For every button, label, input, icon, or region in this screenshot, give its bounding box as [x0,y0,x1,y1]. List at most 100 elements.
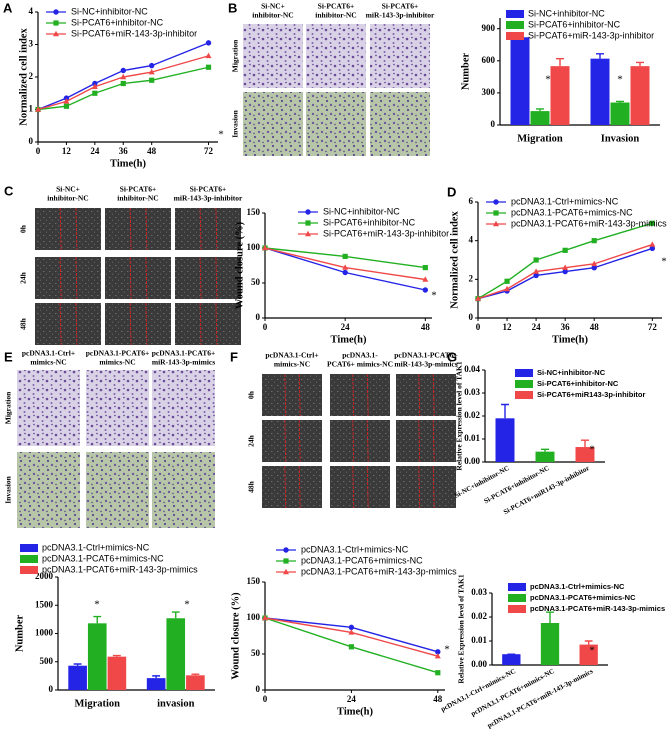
legend-label: pcDNA3.1-Ctrl+mimics-NC [530,582,625,591]
wound-edge [418,373,421,417]
micrograph [35,303,101,345]
row-label: 48h [19,317,28,330]
bar [186,675,205,690]
marker [435,649,441,655]
column-label: mimics-NC [274,360,310,369]
error-bar [636,61,644,67]
micrograph [86,452,149,528]
micrograph [370,24,430,88]
wound-edge [298,465,301,509]
bar [535,451,555,462]
bar [502,654,521,665]
column-label: miR-143-3p-mimics [152,358,215,367]
column-label: miR-143-3p-mimics [394,360,457,369]
legend-swatch [508,594,526,602]
y-tick-label: 150 [247,576,261,586]
marker [120,67,126,74]
micrograph [330,466,390,508]
column-label: pcDNA3.1-PCAT6+ [86,349,150,358]
y-tick-label: 6 [469,196,474,206]
wound-edge [75,302,78,346]
legend-label: Si-PCAT6+inhibitor-NC [323,217,416,227]
marker [120,73,127,80]
error-bar [112,654,121,657]
micrograph [396,374,456,416]
column-label: miR-143-3p-inhibitor [366,11,435,20]
bar [166,618,186,690]
x-tick-label: 0 [476,322,481,332]
row-label: 24h [247,434,256,447]
micrograph [396,420,456,462]
column-label: inhibitor-NC [117,194,158,203]
marker [342,264,349,270]
x-tick-label: 72 [648,322,658,332]
wound-edge [215,302,218,346]
legend-label: pcDNA3.1-PCAT6+mimics-NC [42,553,164,563]
marker [262,244,268,251]
wound-edge [129,302,132,346]
marker [533,268,540,274]
marker [435,670,441,676]
x-axis-title: Time(h) [552,334,588,345]
y-tick-label: 0 [256,312,261,322]
row-label: Migration [4,391,13,424]
micrograph [17,370,80,446]
row-label: Invasion [4,475,13,503]
y-tick-label: 0 [29,136,34,146]
error-bar [596,53,604,59]
marker [504,285,511,292]
series-line [477,222,653,300]
wound-edge [432,465,435,509]
significance: * [617,74,623,86]
marker [149,77,155,83]
legend-label: Si-PCAT6+miR-143-3p-inhibitor [528,30,654,40]
legend-label: Si-PCAT6+inhibitor-NC [537,379,619,388]
x-tick-label: 0 [36,146,41,156]
series-line [477,243,653,300]
error-bar [171,611,180,619]
x-tick-label: 0 [263,322,268,332]
error-bar [581,439,589,448]
marker [35,106,41,112]
column-label: miR-143-3p-inhibitor [174,194,243,203]
column-label: Si-NC+ [56,185,80,194]
error-bar [501,403,509,419]
micrograph [175,257,241,299]
x-tick-label: 48 [590,322,600,332]
column-label: mimics-NC [99,358,135,367]
column-label: pcDNA3.1-Ctrl+ [22,349,75,358]
x-tick-label: Migration [517,133,563,144]
marker [342,269,348,276]
micrograph [306,92,366,156]
y-tick-label: 0.00 [471,659,487,669]
y-tick-label: 0.02 [471,611,487,621]
legend-label: pcDNA3.1-PCAT6+mimics-NC [301,555,423,565]
row-label: 24h [19,271,28,284]
wound-edge [75,207,78,251]
y-axis-title: Number [14,615,25,653]
series-line [477,247,653,300]
micrograph [152,370,215,446]
legend-marker [493,199,499,205]
micrograph [262,374,322,416]
legend-marker [305,220,311,226]
micrograph [243,24,303,88]
column-label: pcDNA3.1- [342,351,378,360]
wound-edge [352,373,355,417]
micrograph [175,303,241,345]
legend-marker [305,230,311,237]
y-tick-label: 2000 [35,571,54,581]
x-tick-label: invasion [157,698,195,709]
micrograph [262,466,322,508]
micrograph [330,420,390,462]
series-line [264,617,438,657]
y-tick-label: 1000 [35,628,54,638]
marker [205,52,212,59]
marker [262,614,268,621]
significance: * [431,290,437,302]
x-tick-label: 72 [204,146,214,156]
significance: * [589,645,595,657]
column-label: inhibitor-NC [47,194,88,203]
x-axis-title: Time(h) [110,158,146,169]
legend-swatch [506,10,524,18]
